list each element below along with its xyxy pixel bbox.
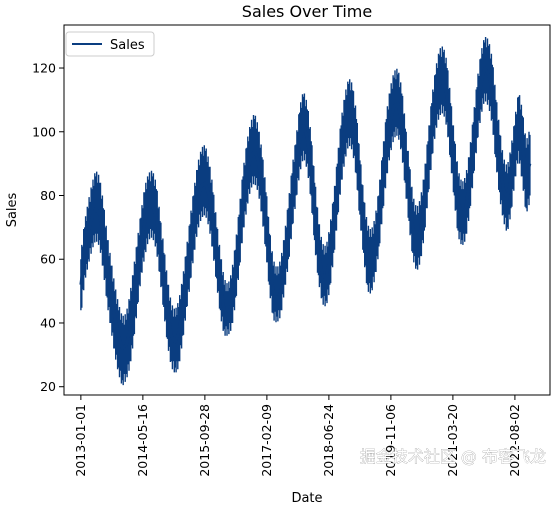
y-tick-label: 40 [40,315,56,330]
series-line-0 [79,66,532,350]
x-tick-label: 2017-02-09 [259,404,274,477]
plot-background [64,25,550,395]
x-tick-label: 2013-01-01 [73,404,88,477]
y-tick-label: 60 [40,252,56,267]
y-tick-label: 80 [40,188,56,203]
y-axis: 20 40 60 80 100 120 [32,61,64,394]
series-layer [79,37,532,386]
y-tick-label: 20 [40,379,56,394]
y-axis-label: Sales [5,192,20,227]
chart-title: Sales Over Time [242,2,372,21]
legend: Sales [65,31,155,57]
x-tick-label: 2021-03-20 [445,404,460,477]
x-tick-label: 2018-06-24 [321,404,336,477]
x-axis-label: Date [291,491,322,506]
x-axis: 2013-01-01 2014-05-16 2015-09-28 2017-02-09… [73,395,522,477]
watermark: 掘金技术社区 @ 布客飞龙 [360,447,546,466]
plot-frame [63,24,551,396]
x-tick-label: 2022-08-02 [507,404,522,477]
x-tick-label: 2015-09-28 [197,404,212,477]
x-tick-label: 2019-11-06 [383,404,398,477]
y-tick-label: 100 [32,124,56,139]
legend-label-sales: Sales [110,38,145,53]
x-tick-label: 2014-05-16 [135,404,150,477]
plot-area [63,24,551,396]
legend-box [65,31,155,57]
y-tick-label: 120 [32,61,56,76]
